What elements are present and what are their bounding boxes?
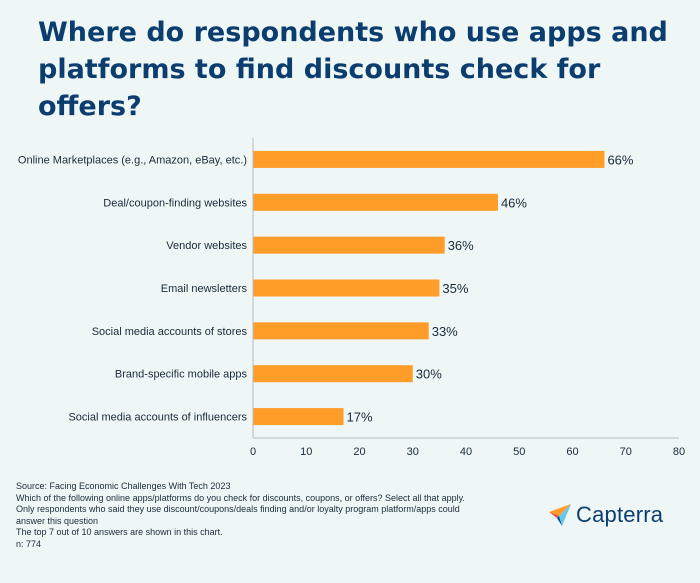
category-label-6: Social media accounts of influencers (68, 412, 247, 424)
value-label-5: 30% (416, 367, 442, 382)
logo-shape-blue (559, 504, 571, 526)
logo-shape-red (549, 512, 559, 518)
logo-shape-orange (549, 504, 571, 516)
footer-source: Source: Facing Economic Challenges With … (16, 481, 231, 491)
value-label-4: 33% (432, 324, 458, 339)
value-label-1: 46% (501, 195, 527, 210)
value-label-0: 66% (607, 152, 633, 167)
category-label-0: Online Marketplaces (e.g., Amazon, eBay,… (18, 154, 247, 166)
footer-note-1: Only respondents who said they use disco… (16, 504, 460, 514)
x-tick-label-5: 50 (513, 446, 525, 458)
bar-2 (253, 236, 445, 254)
x-tick-label-3: 30 (407, 446, 419, 458)
footer-question: Which of the following online apps/platf… (16, 492, 465, 503)
x-axis-ticks: 0 10 20 30 40 50 60 70 80 (250, 446, 685, 458)
value-labels: 66% 46% 36% 35% 33% 30% 17% (347, 152, 634, 424)
x-tick-label-8: 80 (673, 446, 685, 458)
x-tick-label-2: 20 (353, 446, 365, 458)
category-label-4: Social media accounts of stores (92, 326, 248, 338)
category-labels: Online Marketplaces (e.g., Amazon, eBay,… (18, 154, 248, 423)
x-tick-label-1: 10 (300, 446, 312, 458)
capterra-logo: Capterra (548, 502, 663, 528)
category-label-5: Brand-specific mobile apps (115, 369, 248, 381)
bar-6 (253, 408, 344, 426)
footer-sample-size: n: 774 (16, 538, 42, 549)
category-label-1: Deal/coupon-finding websites (103, 197, 247, 209)
chart-footer: Source: Facing Economic Challenges With … (16, 481, 526, 550)
chart-bars (253, 150, 605, 426)
x-tick-label-7: 70 (620, 446, 632, 458)
chart-title: Where do respondents who use apps and pl… (38, 17, 668, 122)
x-tick-label-6: 60 (566, 446, 578, 458)
logo-text: Capterra (576, 502, 664, 527)
value-label-2: 36% (448, 238, 474, 253)
category-label-2: Vendor websites (166, 240, 247, 252)
bar-4 (253, 322, 429, 340)
footer-note-3: The top 7 out of 10 answers are shown in… (16, 527, 223, 537)
bar-5 (253, 365, 413, 383)
value-label-6: 17% (347, 410, 373, 425)
bar-1 (253, 193, 498, 211)
footer-note-2: answer this question (16, 515, 99, 526)
category-label-3: Email newsletters (161, 283, 248, 295)
x-tick-label-0: 0 (250, 446, 256, 458)
bar-0 (253, 150, 605, 168)
x-tick-label-4: 40 (460, 446, 472, 458)
value-label-3: 35% (442, 281, 468, 296)
capterra-arrow-icon (549, 504, 571, 526)
bar-3 (253, 279, 440, 297)
logo-shape-navy (557, 516, 562, 526)
